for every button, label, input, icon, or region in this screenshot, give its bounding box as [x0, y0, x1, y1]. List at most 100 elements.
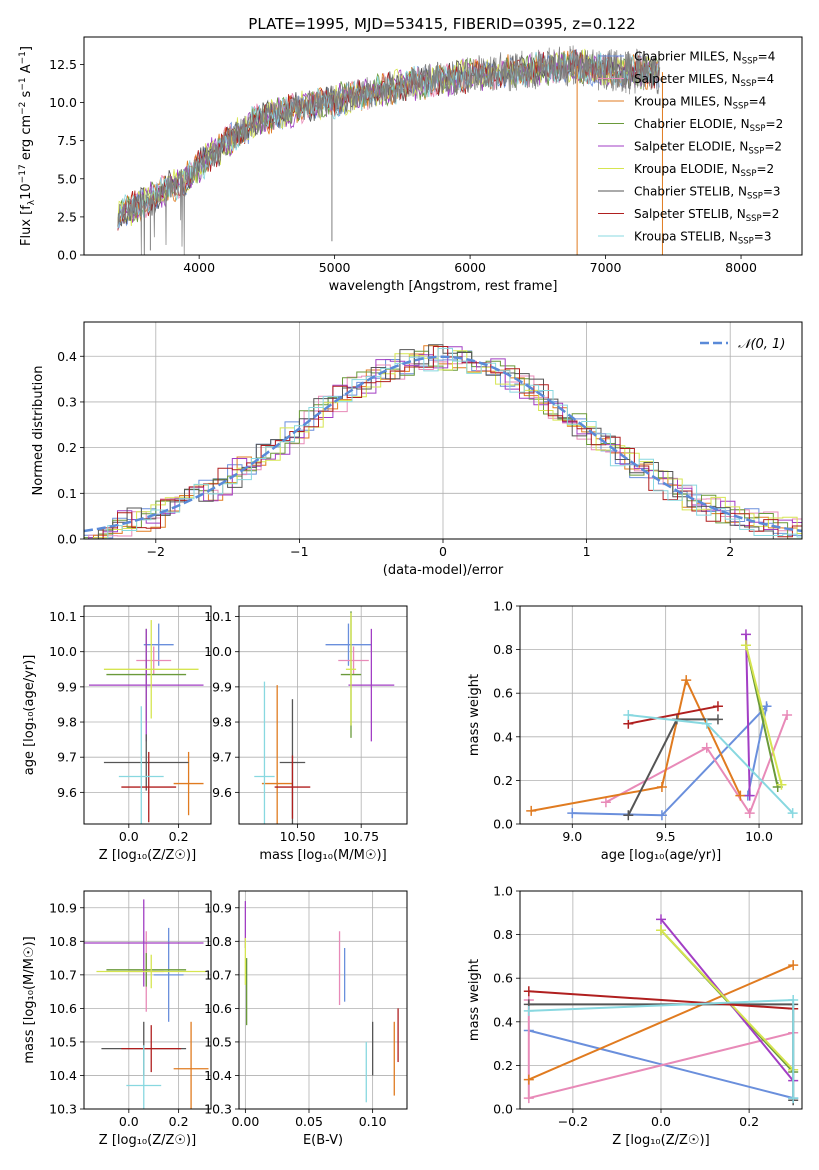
y-tick-label: 9.6: [212, 785, 232, 800]
mass-weight-marker: [701, 718, 712, 729]
y-tick-label: 0.8: [493, 927, 513, 942]
y-tick-label: 0.0: [57, 532, 77, 547]
mass-weight-marker: [788, 995, 799, 1005]
legend-label-main: Salpeter ELODIE, N: [634, 140, 748, 154]
y-axis-label: Normed distribution: [31, 366, 46, 496]
x-axis-label: Z [log₁₀(Z/Z☉)]: [612, 1133, 709, 1148]
plot-area: [244, 901, 399, 1103]
mass-weight-marker: [740, 640, 751, 651]
y-tick-label: 10.9: [204, 900, 232, 915]
y-tick-label: 10.3: [204, 1102, 232, 1117]
y-tick-label: 10.4: [204, 1068, 232, 1083]
y-axis-label-part: 10: [19, 183, 34, 200]
y-tick-label: 10.1: [49, 609, 77, 624]
legend-entry: Salpeter MILES, NSSP=4: [634, 72, 774, 89]
legend-entry: Kroupa MILES, NSSP=4: [634, 95, 766, 112]
y-tick-label: 10.5: [49, 1034, 77, 1049]
legend-entry: Salpeter STELIB, NSSP=2: [634, 207, 779, 224]
y-axis-label: age [log₁₀(age/yr)]: [22, 655, 37, 776]
y-axis-label-part: s: [19, 90, 34, 101]
axes-frame: [83, 605, 212, 825]
mass-weight-line: [531, 677, 742, 812]
y-axis-label-part: A: [19, 64, 34, 77]
y-tick-label: 9.9: [212, 679, 232, 694]
legend-label-main: Kroupa ELODIE, N: [634, 162, 741, 176]
mass-weight-marker: [523, 986, 534, 997]
observed-spectrum-line: [117, 45, 661, 255]
legend-entry: Chabrier ELODIE, NSSP=2: [634, 117, 783, 134]
figure-title: PLATE=1995, MJD=53415, FIBERID=0395, z=0…: [248, 15, 635, 33]
mass-weight-marker: [623, 710, 634, 720]
mass-weight-marker: [623, 810, 634, 821]
gaussian-curve: [84, 355, 802, 533]
y-axis-label: mass weight: [467, 959, 482, 1041]
plot-area: [84, 899, 209, 1109]
x-tick-label: 1: [583, 544, 591, 559]
y-axis-label: mass [log₁₀(M/M☉)]: [22, 936, 37, 1063]
y-tick-label: 9.7: [57, 750, 77, 765]
y-tick-label: 0.0: [57, 248, 77, 263]
x-tick-label: 10.0: [745, 829, 773, 844]
x-tick-label: 0.2: [739, 1114, 759, 1129]
y-tick-label: 1.0: [493, 599, 513, 614]
y-tick-label: 9.8: [212, 715, 232, 730]
legend-label-tail: =4: [758, 50, 776, 64]
mass-weight-marker: [740, 629, 751, 640]
x-tick-label: 9.5: [656, 829, 676, 844]
mass-weight-marker: [788, 1093, 799, 1104]
x-tick-label: 0.0: [119, 1114, 139, 1129]
plot-area: [523, 914, 799, 1106]
mass-weight-marker: [744, 790, 755, 801]
x-tick-label: 5000: [319, 260, 351, 275]
y-axis-label-part: erg cm: [19, 115, 34, 164]
mass-weight-line: [528, 990, 794, 1010]
mass-weight-marker: [701, 742, 712, 753]
legend-label-tail: =2: [766, 117, 784, 131]
x-tick-label: 7000: [590, 260, 622, 275]
y-axis-label: Flux [fλ10−17 erg cm−2 s−1 A−1]: [18, 46, 37, 246]
y-axis-label-part: λ: [27, 199, 37, 205]
x-tick-label: 0.2: [169, 1114, 189, 1129]
mass-weight-marker: [656, 925, 666, 936]
x-axis-label: age [log₁₀(age/yr)]: [601, 848, 722, 863]
panel-age-massweight: 9.0 9.5 10.0 0.0 0.2 0.4 0.6 0.8 1.0 age [log₁₀(a…: [467, 599, 803, 863]
panel-spectrum: 4000 5000 6000 7000 8000 0.0 2.5 5.0 7.5 10.0 12.5…: [18, 36, 803, 294]
y-tick-label: 10.0: [49, 644, 77, 659]
y-tick-label: 10.0: [49, 95, 77, 110]
y-tick-label: 12.5: [49, 57, 77, 72]
panel-ebv-mass: 0.00 0.05 0.10 10.3 10.4 10.5 10.6 10.7 10.8 10.9…: [204, 890, 408, 1148]
legend-label-main: Kroupa MILES, N: [634, 95, 733, 109]
y-tick-label: 0.2: [493, 1058, 513, 1073]
x-tick-label: −1: [290, 544, 308, 559]
legend-label-main: Salpeter STELIB, N: [634, 207, 746, 221]
legend-entry: Salpeter ELODIE, NSSP=2: [634, 140, 782, 157]
x-tick-label: −2: [147, 544, 165, 559]
mass-weight-marker: [656, 810, 667, 821]
x-tick-label: 6000: [454, 260, 486, 275]
legend-label-tail: =4: [749, 95, 767, 109]
y-tick-label: 10.8: [49, 934, 77, 949]
legend-label-tail: =3: [763, 185, 781, 199]
plot-area: [526, 629, 798, 821]
y-tick-label: 10.0: [204, 644, 232, 659]
legend-label-tail: =4: [756, 72, 774, 86]
histogram-step: [84, 344, 802, 539]
y-tick-label: 0.2: [57, 440, 77, 455]
x-axis-label: E(B-V): [303, 1133, 343, 1148]
y-tick-label: 10.3: [49, 1102, 77, 1117]
panels: 4000 5000 6000 7000 80000.02.55.07.510.012.5…: [18, 36, 803, 1148]
legend: 𝒩(0, 1): [700, 337, 785, 352]
y-tick-label: 0.1: [57, 486, 77, 501]
y-tick-label: 10.9: [49, 900, 77, 915]
mass-weight-marker: [567, 808, 578, 819]
y-tick-label: 0.0: [493, 1102, 513, 1117]
x-tick-label: 10.75: [343, 829, 379, 844]
y-tick-label: 1.0: [493, 884, 513, 899]
mass-weight-line: [605, 714, 789, 816]
panel-z-age: 0.0 0.2 9.6 9.7 9.8 9.9 10.0 10.1 Z [log₁₀(Z/Z☉)…: [22, 605, 212, 863]
x-tick-label: 8000: [725, 260, 757, 275]
y-tick-label: 9.8: [57, 715, 77, 730]
y-tick-label: 10.4: [49, 1068, 77, 1083]
